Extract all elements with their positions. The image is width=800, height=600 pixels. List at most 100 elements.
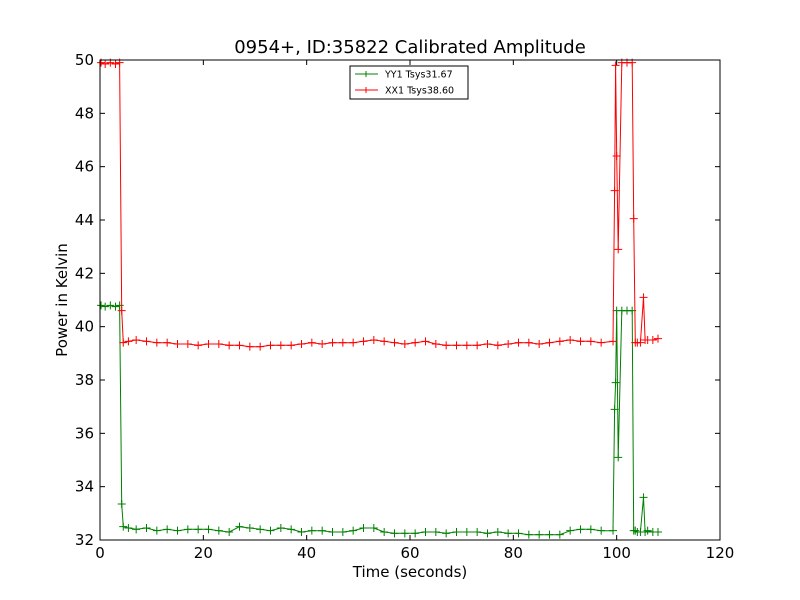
data-point-1-30 bbox=[359, 337, 368, 346]
data-point-0-11 bbox=[163, 525, 172, 534]
data-point-1-69 bbox=[648, 336, 657, 344]
data-point-0-27 bbox=[328, 528, 337, 536]
data-point-1-46 bbox=[524, 338, 533, 347]
data-point-0-6 bbox=[119, 522, 128, 531]
data-point-1-1 bbox=[101, 60, 110, 68]
data-point-1-24 bbox=[297, 340, 306, 348]
data-point-1-56 bbox=[611, 61, 620, 70]
data-point-1-17 bbox=[225, 341, 234, 350]
data-point-1-6 bbox=[119, 338, 128, 347]
y-tick-label-8: 48 bbox=[75, 104, 94, 122]
data-point-1-34 bbox=[400, 340, 409, 348]
data-point-1-3 bbox=[111, 60, 120, 68]
data-point-0-51 bbox=[576, 525, 585, 534]
x-axis-label: Time (seconds) bbox=[352, 563, 468, 581]
data-point-0-25 bbox=[307, 526, 316, 535]
y-axis-label: Power in Kelvin bbox=[53, 243, 71, 357]
data-point-1-23 bbox=[287, 341, 296, 350]
data-point-1-15 bbox=[204, 340, 213, 348]
data-point-1-70 bbox=[654, 334, 662, 343]
data-point-1-12 bbox=[173, 340, 182, 348]
legend-label-xx1: XX1 Tsys38.60 bbox=[385, 86, 454, 97]
data-point-0-68 bbox=[643, 526, 652, 535]
data-point-1-57 bbox=[612, 152, 621, 160]
data-point-1-26 bbox=[318, 340, 327, 348]
data-point-1-18 bbox=[235, 341, 244, 350]
data-point-0-9 bbox=[142, 524, 151, 532]
data-point-1-5 bbox=[117, 306, 126, 315]
data-point-0-56 bbox=[611, 378, 620, 387]
data-point-1-21 bbox=[266, 341, 275, 350]
y-tick-label-5: 42 bbox=[75, 264, 94, 282]
data-point-1-33 bbox=[390, 338, 399, 347]
y-tick-label-0: 32 bbox=[75, 531, 94, 549]
data-point-0-46 bbox=[524, 530, 533, 539]
ticks-layer: 0 20 40 60 80 100 120 32 34 36 38 40 42 44 46 48 50 bbox=[75, 51, 734, 562]
data-point-0-53 bbox=[597, 526, 606, 535]
data-point-1-10 bbox=[152, 338, 161, 347]
data-point-1-42 bbox=[483, 340, 492, 348]
x-tick-label-0: 0 bbox=[95, 544, 105, 562]
data-point-1-16 bbox=[214, 340, 223, 348]
data-point-0-50 bbox=[566, 526, 575, 535]
data-point-0-33 bbox=[390, 529, 399, 538]
data-point-1-47 bbox=[535, 340, 544, 348]
data-point-1-25 bbox=[307, 338, 316, 347]
data-point-1-36 bbox=[421, 337, 430, 346]
data-point-0-35 bbox=[411, 529, 420, 538]
data-point-0-3 bbox=[111, 302, 120, 311]
y-tick-label-9: 50 bbox=[75, 51, 94, 69]
data-point-1-38 bbox=[442, 341, 451, 350]
data-point-0-52 bbox=[586, 525, 595, 534]
data-point-1-27 bbox=[328, 338, 337, 347]
legend-marker-yy1 bbox=[363, 71, 369, 77]
data-point-1-48 bbox=[545, 338, 554, 347]
data-point-1-13 bbox=[183, 340, 192, 348]
data-point-1-22 bbox=[276, 341, 285, 350]
data-point-0-10 bbox=[152, 526, 161, 535]
data-point-1-44 bbox=[504, 340, 513, 348]
data-point-0-5 bbox=[117, 500, 126, 508]
data-point-0-20 bbox=[256, 525, 265, 534]
data-point-0-1 bbox=[101, 302, 110, 311]
data-point-1-29 bbox=[349, 338, 358, 347]
data-point-0-58 bbox=[614, 453, 623, 462]
legend: YY1 Tsys31.67 XX1 Tsys38.60 bbox=[349, 65, 469, 100]
x-tick-label-2: 40 bbox=[297, 544, 316, 562]
data-point-1-14 bbox=[194, 341, 203, 350]
data-point-0-66 bbox=[639, 493, 648, 502]
data-point-0-29 bbox=[349, 526, 358, 535]
plot-area bbox=[100, 60, 720, 540]
y-tick-label-3: 38 bbox=[75, 371, 94, 389]
data-point-1-31 bbox=[369, 336, 378, 344]
data-point-1-66 bbox=[639, 293, 648, 302]
data-point-0-2 bbox=[106, 301, 115, 310]
data-point-0-39 bbox=[452, 528, 461, 536]
data-point-0-0 bbox=[97, 301, 106, 310]
data-point-1-52 bbox=[586, 337, 595, 346]
data-point-0-44 bbox=[504, 529, 513, 538]
data-point-0-31 bbox=[369, 524, 378, 532]
data-point-1-40 bbox=[462, 341, 471, 350]
x-tick-label-4: 80 bbox=[504, 544, 523, 562]
y-tick-label-4: 40 bbox=[75, 318, 94, 336]
data-point-1-53 bbox=[597, 338, 606, 347]
data-point-1-62 bbox=[629, 214, 638, 223]
x-tick-label-1: 20 bbox=[194, 544, 213, 562]
data-point-0-23 bbox=[287, 525, 296, 534]
data-point-1-65 bbox=[636, 338, 645, 347]
series-1 bbox=[97, 58, 662, 351]
data-point-1-32 bbox=[380, 337, 389, 346]
data-point-0-48 bbox=[545, 530, 554, 539]
y-tick-label-6: 44 bbox=[75, 211, 94, 229]
data-point-0-30 bbox=[359, 524, 368, 532]
data-point-0-41 bbox=[473, 528, 482, 536]
data-point-0-37 bbox=[431, 528, 440, 536]
series-0 bbox=[97, 301, 662, 539]
data-point-1-55 bbox=[610, 186, 619, 195]
data-point-0-42 bbox=[483, 529, 492, 538]
data-point-0-55 bbox=[610, 405, 619, 414]
data-point-0-63 bbox=[631, 526, 640, 535]
data-point-0-8 bbox=[132, 525, 141, 534]
